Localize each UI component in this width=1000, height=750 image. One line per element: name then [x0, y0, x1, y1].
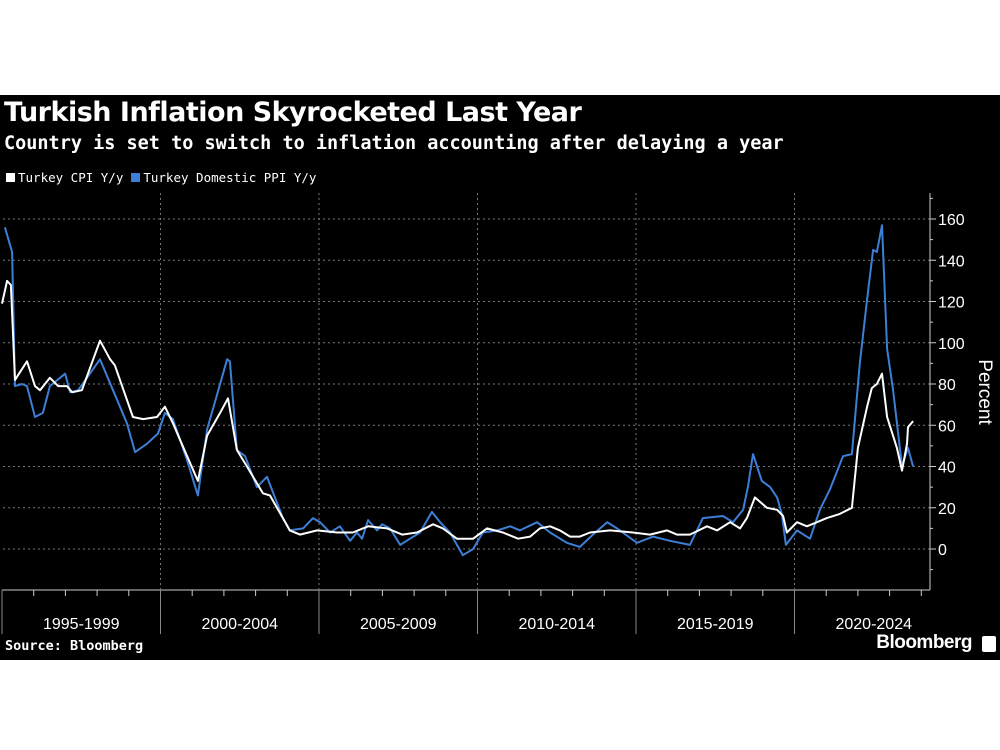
- legend-item-ppi: Turkey Domestic PPI Y/y: [131, 170, 316, 185]
- series-line-ppi: [3, 224, 915, 557]
- x-period-label: 1995-1999: [43, 616, 120, 633]
- x-period-label: 2010-2014: [518, 616, 595, 633]
- chart-title: Turkish Inflation Skyrocketed Last Year: [4, 97, 582, 128]
- y-tick-label: 20: [938, 501, 956, 518]
- x-period-label: 2000-2004: [201, 616, 278, 633]
- y-axis-label: Percent: [974, 359, 995, 425]
- bloomberg-chart-icon: [982, 636, 996, 652]
- source-note: Source: Bloomberg: [5, 638, 144, 654]
- x-period-label: 2005-2009: [360, 616, 437, 633]
- legend: Turkey CPI Y/y Turkey Domestic PPI Y/y: [6, 170, 316, 185]
- chart-panel: [0, 95, 1000, 660]
- bloomberg-logo: Bloomberg: [876, 632, 972, 653]
- y-tick-label: 100: [938, 336, 965, 353]
- legend-swatch-ppi: [131, 173, 141, 182]
- x-period-label: 2020-2024: [835, 616, 912, 633]
- legend-item-cpi: Turkey CPI Y/y: [6, 170, 123, 185]
- y-tick-label: 140: [938, 253, 965, 270]
- legend-label-cpi: Turkey CPI Y/y: [18, 170, 124, 185]
- series-line-cpi: [1, 279, 914, 540]
- y-tick-label: 40: [938, 460, 956, 477]
- legend-swatch-cpi: [6, 173, 15, 182]
- y-tick-label: 160: [938, 212, 965, 229]
- y-tick-label: 120: [938, 295, 965, 312]
- chart-subtitle: Country is set to switch to inflation ac…: [4, 133, 784, 154]
- x-period-label: 2015-2019: [677, 616, 754, 633]
- y-tick-label: 80: [938, 377, 956, 394]
- legend-label-ppi: Turkey Domestic PPI Y/y: [143, 170, 317, 185]
- y-tick-label: 60: [938, 418, 956, 435]
- y-tick-label: 0: [938, 542, 947, 559]
